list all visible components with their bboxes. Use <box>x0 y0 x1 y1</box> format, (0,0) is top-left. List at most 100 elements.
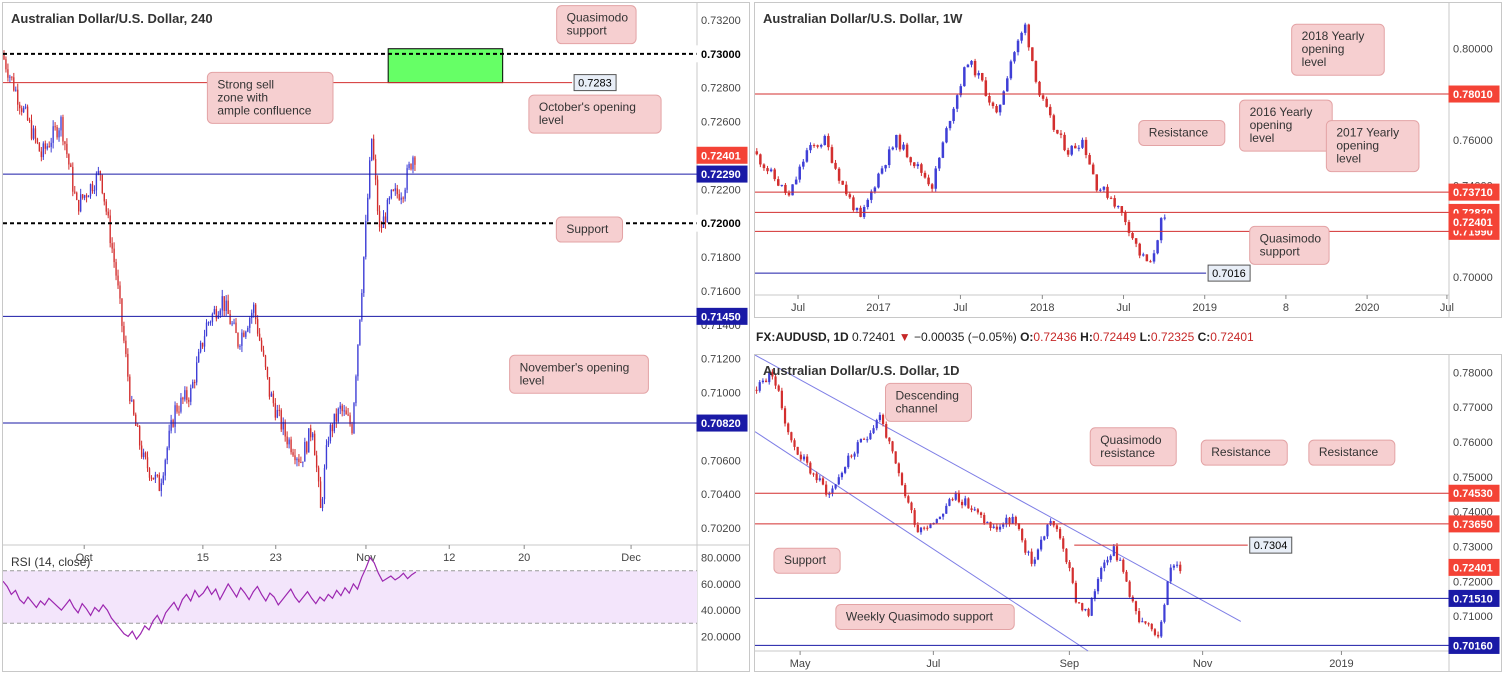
weekly-candle-body <box>762 164 766 169</box>
daily-candle-body <box>777 385 780 391</box>
h4-y-tick: 0.71200 <box>701 354 741 366</box>
h4-last-price-tag: 0.72401 <box>701 150 741 162</box>
weekly-chart[interactable]: 0.800000.780000.760000.740000.720000.700… <box>755 3 1501 317</box>
daily-candle-body <box>1134 601 1138 612</box>
h4-candle-body <box>412 157 414 170</box>
daily-candle-body <box>1027 551 1030 553</box>
daily-note-0-text: Descending <box>896 388 959 402</box>
daily-candle-body <box>992 526 995 528</box>
ohlc-close-label: C: <box>1197 330 1211 344</box>
h4-candle-body <box>296 458 298 461</box>
h4-candle-body <box>221 296 223 311</box>
weekly-note-3-text: level <box>1336 152 1361 166</box>
h4-candle-body <box>87 196 90 198</box>
daily-y-tick: 0.77000 <box>1453 402 1493 414</box>
weekly-candle-body <box>848 194 852 198</box>
daily-candle-body <box>1065 548 1068 563</box>
h4-y-tick: 0.71800 <box>701 252 741 264</box>
weekly-candle-body <box>759 154 762 165</box>
daily-candle-body <box>1040 539 1043 550</box>
h4-candle-body <box>370 138 373 161</box>
weekly-x-tick: Jul <box>791 302 805 314</box>
daily-note-1-text: resistance <box>1100 446 1155 460</box>
h4-candle-body <box>115 262 117 276</box>
daily-candle-body <box>1043 536 1046 540</box>
weekly-candle-body <box>916 164 920 167</box>
weekly-candle-body <box>920 164 923 173</box>
h4-candle-body <box>227 300 229 314</box>
h4-level-tag: 0.71450 <box>701 311 741 323</box>
weekly-candle-body <box>777 179 780 186</box>
weekly-level-tag: 0.73710 <box>1453 187 1493 199</box>
h4-candle-body <box>20 108 23 112</box>
daily-candle-body <box>875 420 878 429</box>
h4-candle-body <box>105 201 107 212</box>
h4-candle-body <box>225 300 227 312</box>
daily-level-tag-bg <box>1448 589 1500 607</box>
daily-candle-body <box>967 498 970 509</box>
daily-candle-body <box>1150 623 1153 630</box>
daily-x-tick: Jul <box>926 658 940 670</box>
h4-candle-body <box>298 458 300 463</box>
h4-candle-body <box>174 405 176 427</box>
rsi-y-tick: 20.0000 <box>701 631 741 643</box>
daily-candle-body <box>1169 567 1172 582</box>
h4-candle-body <box>123 325 125 341</box>
weekly-candle-body <box>769 169 773 172</box>
weekly-candle-body <box>852 197 855 211</box>
h4-candle-body <box>282 421 284 430</box>
weekly-candle-body <box>1052 115 1056 130</box>
weekly-note-2-text: 2016 Yearly <box>1250 105 1313 119</box>
weekly-chart-panel[interactable]: 0.800000.780000.760000.740000.720000.700… <box>754 2 1502 318</box>
daily-y-tick: 0.73000 <box>1453 542 1493 554</box>
h4-chart[interactable]: 0.732000.730000.728000.726000.724000.722… <box>3 3 749 671</box>
daily-chart[interactable]: 0.780000.770000.760000.750000.740000.730… <box>755 355 1501 671</box>
h4-candle-body <box>410 163 412 170</box>
rsi-label: RSI (14, close) <box>11 555 90 569</box>
h4-candle-body <box>176 405 178 412</box>
weekly-x-tick: 2019 <box>1192 302 1216 314</box>
h4-candle-body <box>288 439 290 445</box>
weekly-candle-body <box>787 192 791 196</box>
daily-candle-body <box>793 440 796 447</box>
weekly-note-2-text: level <box>1250 131 1275 145</box>
daily-candle-body <box>768 371 771 383</box>
weekly-candle-body <box>1095 174 1099 191</box>
h4-note-1-text: ample confluence <box>217 103 311 117</box>
ohlc-close: 0.72401 <box>1210 330 1254 344</box>
weekly-level-tag-bg <box>1448 183 1500 201</box>
h4-candle-body <box>215 309 218 319</box>
weekly-candle-body <box>823 135 827 146</box>
daily-y-tick: 0.78000 <box>1453 367 1493 379</box>
daily-note-2-box <box>1200 439 1288 466</box>
h4-candle-body <box>313 433 316 456</box>
daily-chart-panel[interactable]: 0.78000 0.77000 0.76000 0.75000 0.74000 0.730… <box>754 354 1502 672</box>
weekly-candle-body <box>977 73 980 76</box>
h4-candle-body <box>133 400 135 415</box>
h4-candle-body <box>26 106 29 120</box>
h4-candle-body <box>361 292 363 320</box>
h4-candle-body <box>323 468 326 500</box>
daily-candle-body <box>900 473 904 485</box>
h4-candle-body <box>9 76 11 78</box>
daily-candle-body <box>878 414 881 421</box>
daily-candle-body <box>764 380 768 383</box>
h4-candle-body <box>152 477 155 480</box>
h4-candle-body <box>160 483 162 491</box>
daily-level-tag: 0.73650 <box>1453 519 1493 531</box>
h4-level-callout-bg <box>573 74 617 92</box>
h4-candle-body <box>337 408 339 422</box>
h4-chart-panel[interactable]: 0.732000.730000.728000.726000.724000.722… <box>2 2 750 672</box>
daily-candle-body <box>755 389 758 391</box>
h4-candle-body <box>166 447 168 461</box>
h4-candle-body <box>237 333 239 347</box>
ohlc-readout: FX:AUDUSD, 1D 0.72401 ▼ −0.00035 (−0.05%… <box>756 330 1254 344</box>
h4-chart-title: Australian Dollar/U.S. Dollar, 240 <box>11 11 213 26</box>
weekly-candle-body <box>1013 52 1016 62</box>
daily-chart-title: Australian Dollar/U.S. Dollar, 1D <box>763 363 960 378</box>
daily-candle-body <box>1068 562 1071 569</box>
weekly-candle-body <box>1063 134 1066 151</box>
weekly-note-0-text: 2018 Yearly <box>1302 29 1365 43</box>
daily-candle-body <box>1021 529 1024 541</box>
h4-candle-body <box>251 312 253 319</box>
